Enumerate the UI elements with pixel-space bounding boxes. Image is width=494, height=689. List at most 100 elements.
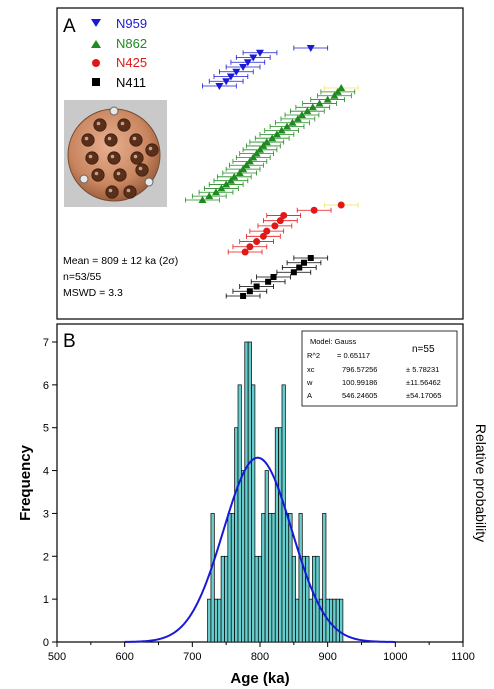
panel-b-axes: 500 600 700 800 900 1000 1100 0 1 2 3 4 5 6 7 <box>43 337 475 663</box>
x-tick-label: 1100 <box>451 651 475 663</box>
stats-mswd: MSWD = 3.3 <box>63 287 123 299</box>
histogram-bar <box>227 513 232 643</box>
legend-item-n862: N862 <box>91 36 147 51</box>
fit-parameters-box: Model: Gauss n=55 R^2 = 0.65117 xc 796.5… <box>301 330 458 407</box>
mount-holes <box>81 118 159 199</box>
data-point-n425 <box>337 201 345 209</box>
mount-hole <box>81 133 95 147</box>
data-point-n862 <box>297 111 306 119</box>
fit-row-value: 796.57256 <box>342 365 377 374</box>
mount-hole-glint <box>138 166 143 171</box>
data-point-n425 <box>276 217 284 225</box>
y-tick-label: 4 <box>43 466 49 478</box>
fit-row-err: ±11.56462 <box>406 378 441 387</box>
histogram-bar <box>339 598 344 643</box>
mount-hole-glint <box>108 188 113 193</box>
mount-hole <box>104 133 118 147</box>
x-tick-label: 500 <box>48 651 66 663</box>
histogram-bar <box>322 513 327 643</box>
histogram-bar <box>207 598 212 643</box>
data-point-n862 <box>308 103 317 111</box>
y-tick-label: 5 <box>43 423 49 435</box>
histogram-bar <box>291 555 296 643</box>
gauss-fit-curve <box>124 456 396 643</box>
fit-model: Model: Gauss <box>310 337 357 346</box>
data-point-n959 <box>256 49 264 57</box>
triangle-down-icon <box>91 19 101 27</box>
data-point-n425 <box>253 238 261 246</box>
data-point-n425 <box>259 232 267 240</box>
triangle-up-icon <box>91 40 101 48</box>
sample-mount-photo <box>64 100 167 207</box>
data-point-n959 <box>306 45 315 52</box>
histogram-bar <box>308 598 313 643</box>
histogram-bar <box>257 555 263 643</box>
data-point-n425 <box>241 248 249 256</box>
fit-row-err: ± 5.78231 <box>406 365 439 374</box>
stats-mean: Mean = 809 ± 12 ka (2σ) <box>63 255 178 267</box>
mount-hole <box>135 163 149 177</box>
mount-hole <box>129 133 143 147</box>
mount-hole <box>123 185 137 199</box>
mount-hole-glint <box>107 136 112 141</box>
histogram-bar <box>329 598 334 643</box>
y-tick-label: 0 <box>43 637 49 649</box>
data-point-n862 <box>235 168 244 176</box>
data-point-n411 <box>265 278 272 285</box>
data-point-n862 <box>262 138 271 146</box>
data-point-n862 <box>249 153 258 161</box>
data-point-n862 <box>259 141 268 149</box>
mount-hole <box>85 151 99 165</box>
legend-label-n425: N425 <box>116 55 147 70</box>
fit-row-name: A <box>307 391 312 400</box>
panel-a-legend: N959 N862 N425 N411 <box>91 16 147 90</box>
circle-icon <box>92 59 100 67</box>
data-point-n862 <box>337 84 346 91</box>
legend-item-n959: N959 <box>91 16 147 31</box>
histogram-bar <box>261 513 266 643</box>
panel-a-scatter <box>185 45 359 299</box>
panel-a-letter: A <box>63 16 76 37</box>
histogram-bar <box>332 598 337 643</box>
mount-hole-glint <box>94 171 99 176</box>
mount-hole <box>145 143 159 157</box>
histogram-bar <box>281 384 286 643</box>
legend-label-n411: N411 <box>116 75 146 90</box>
histogram-bar <box>254 555 259 643</box>
data-point-n411 <box>290 269 297 276</box>
mount-hole <box>107 151 121 165</box>
fit-row-value: = 0.65117 <box>337 351 370 360</box>
histogram-bar <box>220 555 225 643</box>
legend-label-n959: N959 <box>116 16 147 31</box>
data-point-n862 <box>239 165 248 173</box>
data-point-n862 <box>245 157 254 165</box>
histogram-bar <box>224 555 229 643</box>
y-tick-label: 2 <box>43 551 49 563</box>
mount-hole-glint <box>148 146 153 151</box>
data-point-n862 <box>226 176 235 184</box>
x-axis-title: Age (ka) <box>230 670 289 687</box>
data-point-n959 <box>232 68 241 76</box>
mount-hole-glint <box>110 154 115 159</box>
histogram-bar <box>244 341 249 643</box>
data-point-n411 <box>246 288 253 295</box>
data-point-n862 <box>323 95 332 103</box>
data-point-n862 <box>330 91 339 99</box>
x-tick-label: 600 <box>115 651 133 663</box>
fit-row-name: xc <box>307 365 315 374</box>
mount-hole-glint <box>84 136 89 141</box>
data-point-n959 <box>226 73 235 81</box>
histogram-bar <box>264 470 269 643</box>
data-point-n862 <box>303 107 312 115</box>
mount-hole <box>130 151 144 165</box>
data-point-n411 <box>300 259 307 266</box>
mount-hole-glint <box>88 154 93 159</box>
data-point-n959 <box>222 78 231 86</box>
mount-hole-glint <box>120 121 125 126</box>
mount-hole <box>113 168 127 182</box>
x-tick-label: 1000 <box>383 651 407 663</box>
histogram-bar <box>295 598 300 643</box>
histogram-bar <box>234 427 239 643</box>
fit-row-value: 546.24605 <box>342 391 377 400</box>
